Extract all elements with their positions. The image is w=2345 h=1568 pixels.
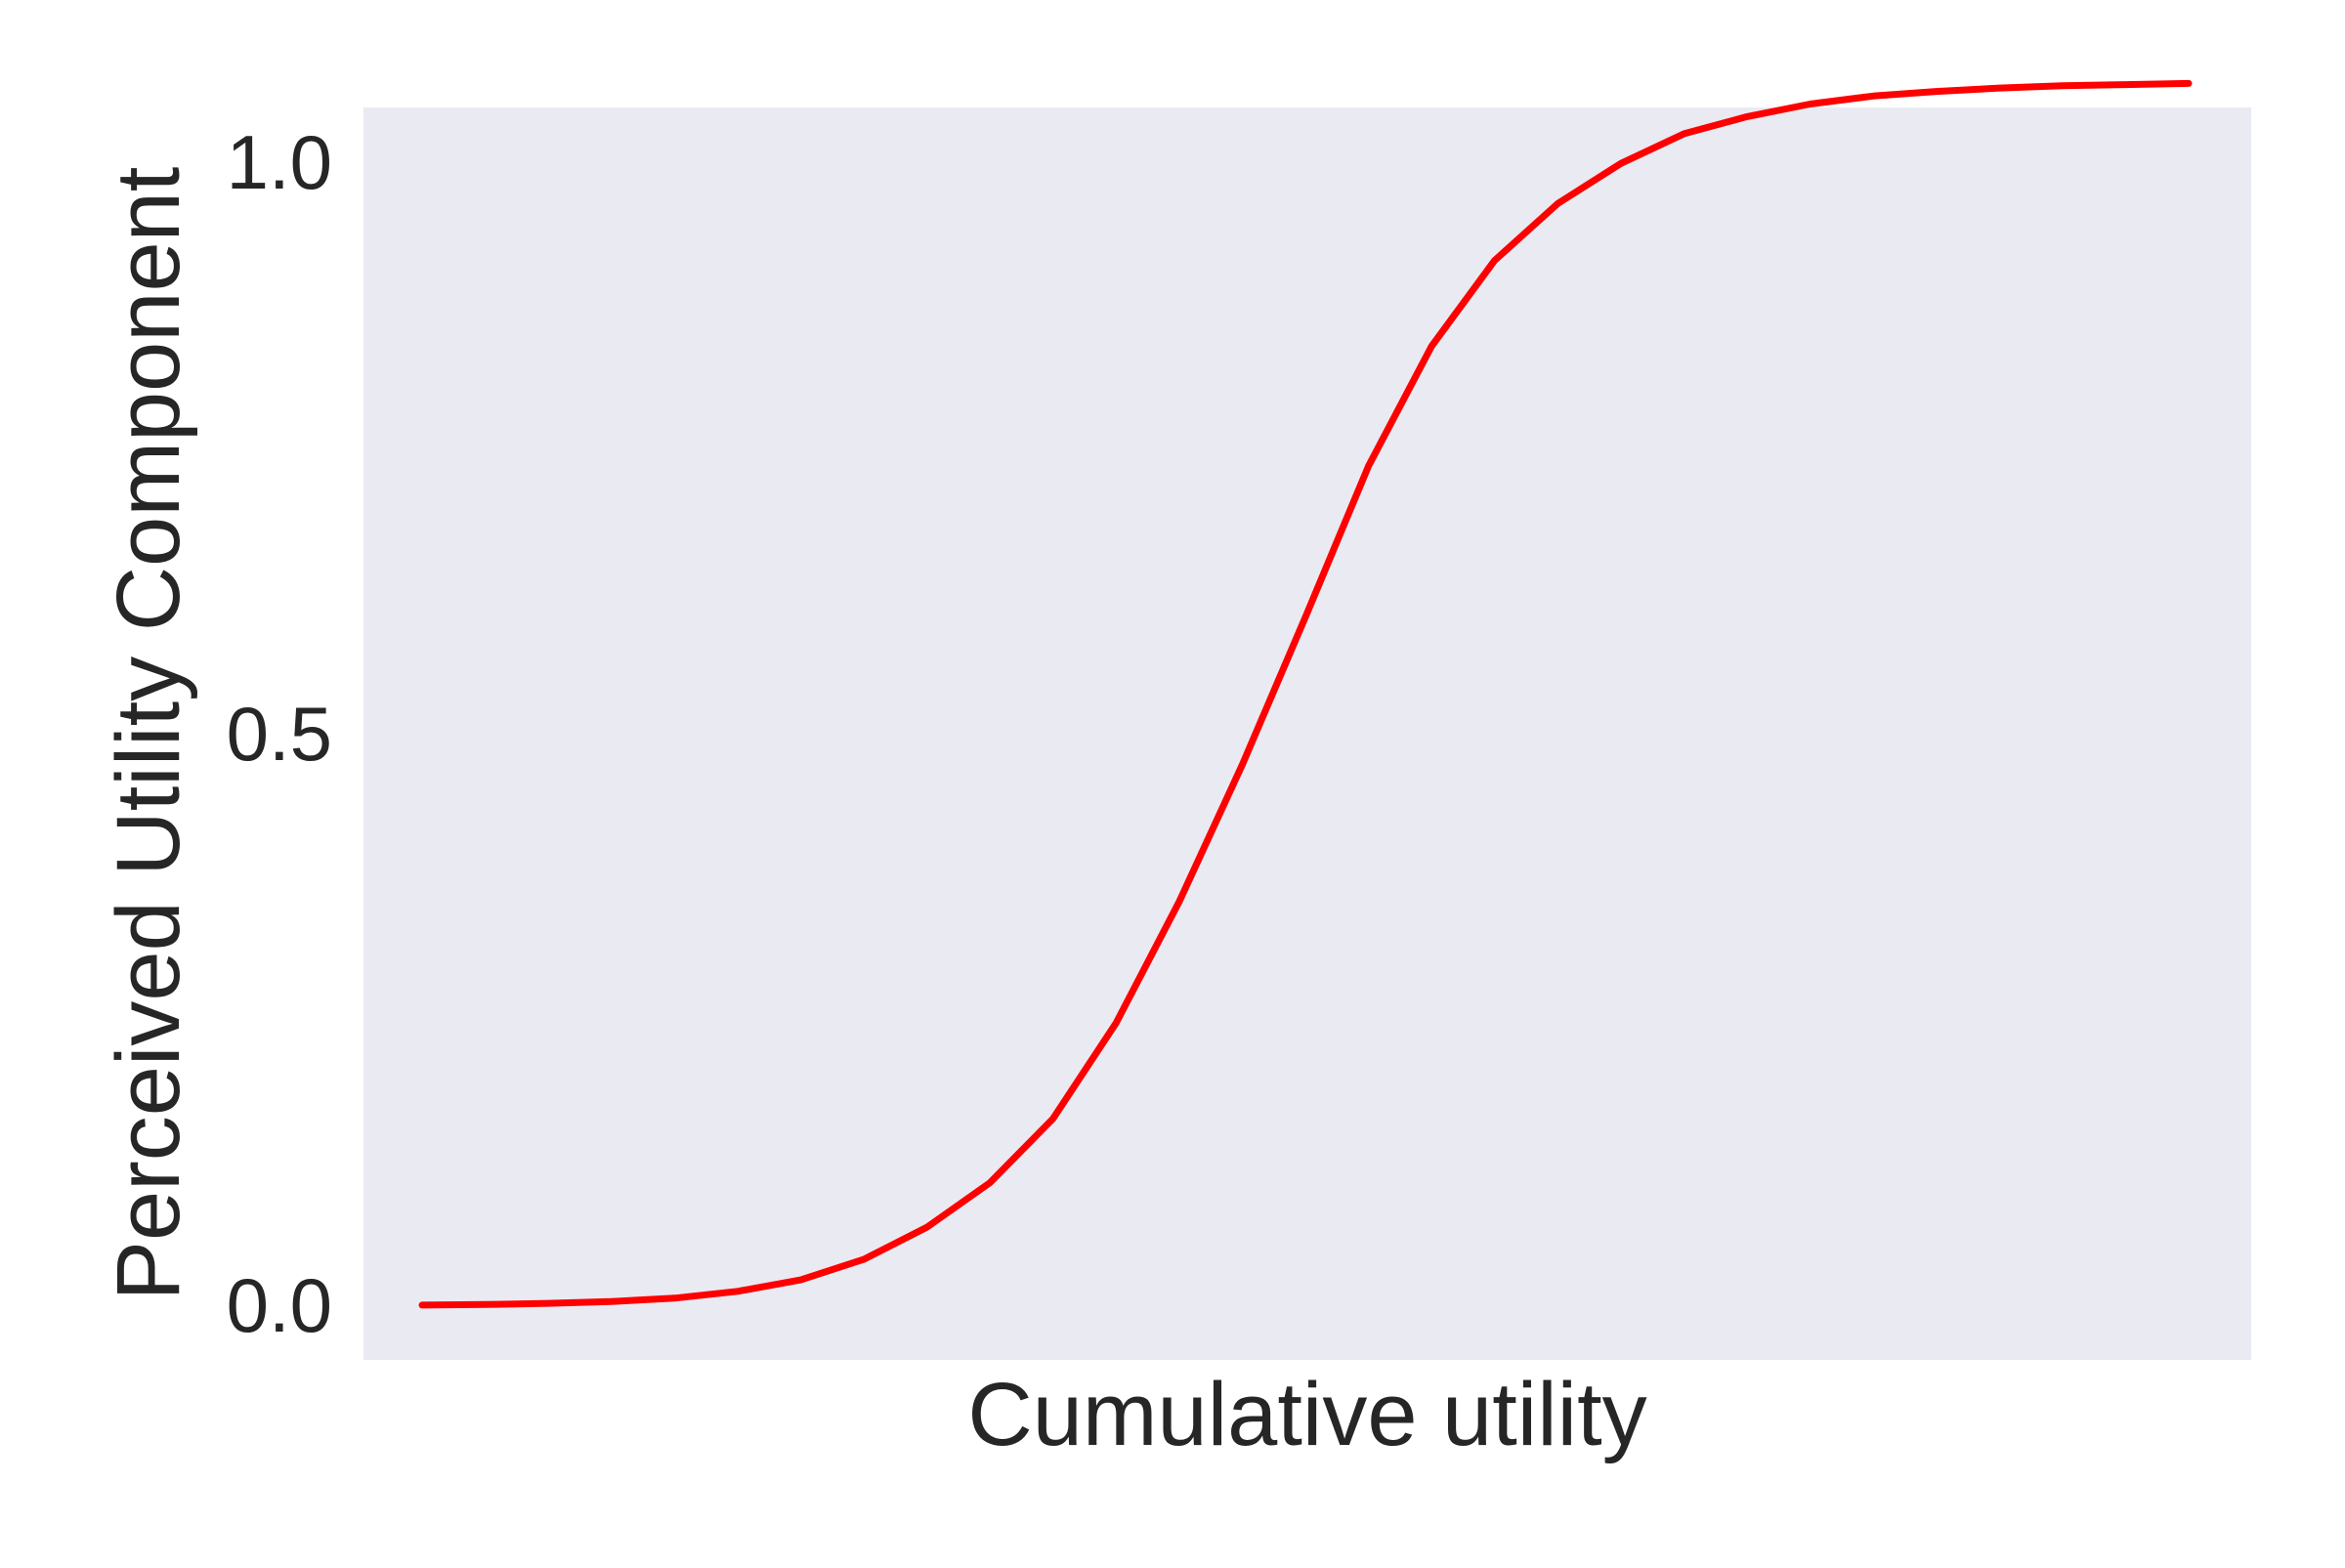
y-tick-labels: 0.0 0.5 1.0	[227, 119, 332, 1348]
plot-area	[363, 107, 2251, 1360]
y-tick-label-0: 0.0	[227, 1262, 332, 1348]
series-line-0	[418, 79, 2193, 1309]
series-layer	[418, 79, 2193, 1309]
y-axis-label: Perceived Utility Component	[99, 167, 198, 1301]
y-tick-label-2: 1.0	[227, 119, 332, 205]
y-tick-label-1: 0.5	[227, 691, 332, 777]
x-axis-label: Cumulative utility	[967, 1365, 1646, 1464]
